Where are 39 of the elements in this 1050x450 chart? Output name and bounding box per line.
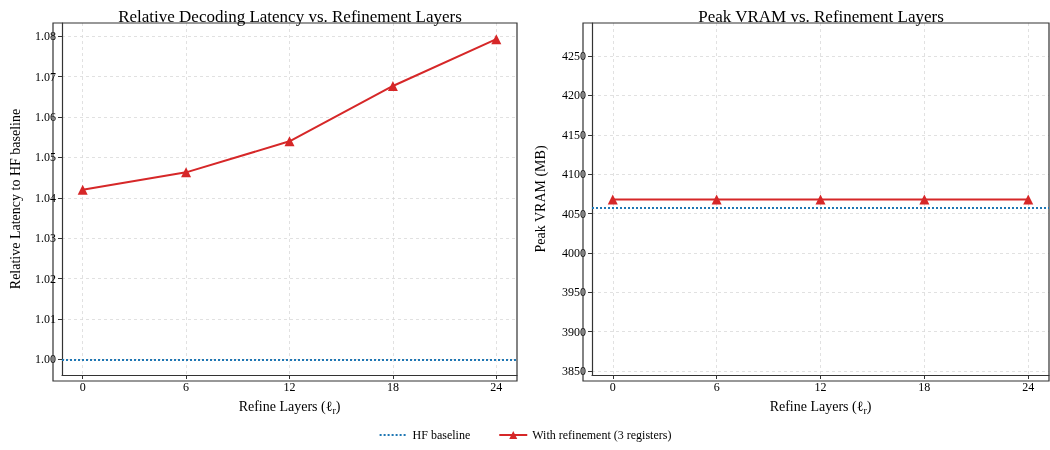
- x-tick-label: 18: [918, 380, 931, 394]
- y-tick-label: 3900: [562, 324, 586, 339]
- point: [491, 34, 502, 45]
- chart-title: Relative Decoding Latency vs. Refinement Layers: [118, 7, 462, 26]
- y-tick-label: 4000: [562, 245, 586, 260]
- x-tick-label: 18: [386, 380, 399, 394]
- y-tick-label: 3950: [562, 285, 586, 300]
- x-tick-label: 6: [713, 380, 720, 394]
- y-tick-label: 3850: [562, 364, 586, 379]
- point: [181, 167, 192, 178]
- chart-title: Peak VRAM vs. Refinement Layers: [698, 7, 944, 26]
- y-tick-label: 4050: [562, 206, 586, 221]
- legend-label: HF baseline: [412, 428, 471, 442]
- y-tick-label: 1.01: [35, 311, 56, 326]
- y-tick-label: 1.03: [35, 231, 56, 246]
- y-tick-label: 4250: [562, 49, 586, 64]
- point: [387, 80, 398, 91]
- x-tick-label: 24: [1022, 380, 1035, 394]
- y-tick-label: 1.05: [35, 150, 56, 165]
- y-axis-title: Peak VRAM (MB): [532, 145, 549, 253]
- x-tick-label: 6: [183, 380, 190, 394]
- y-tick-label: 1.06: [35, 110, 56, 125]
- x-tick-label: 12: [814, 380, 827, 394]
- point: [284, 136, 295, 147]
- x-tick-label: 24: [490, 380, 503, 394]
- x-tick-label: 0: [609, 380, 616, 394]
- y-tick-label: 1.08: [35, 29, 56, 44]
- point: [77, 184, 88, 195]
- y-tick-label: 4150: [562, 127, 586, 142]
- y-tick-label: 1.07: [35, 69, 56, 84]
- y-tick-label: 4100: [562, 167, 586, 182]
- x-tick-label: 12: [283, 380, 296, 394]
- y-tick-label: 1.00: [35, 352, 56, 367]
- y-axis-title: Relative Latency to HF baseline: [7, 108, 23, 290]
- x-tick-label: 0: [79, 380, 86, 394]
- y-tick-label: 1.02: [35, 271, 56, 286]
- y-tick-label: 1.04: [35, 190, 56, 205]
- y-tick-label: 4200: [562, 88, 586, 103]
- legend-label: With refinement (3 registers): [532, 428, 672, 442]
